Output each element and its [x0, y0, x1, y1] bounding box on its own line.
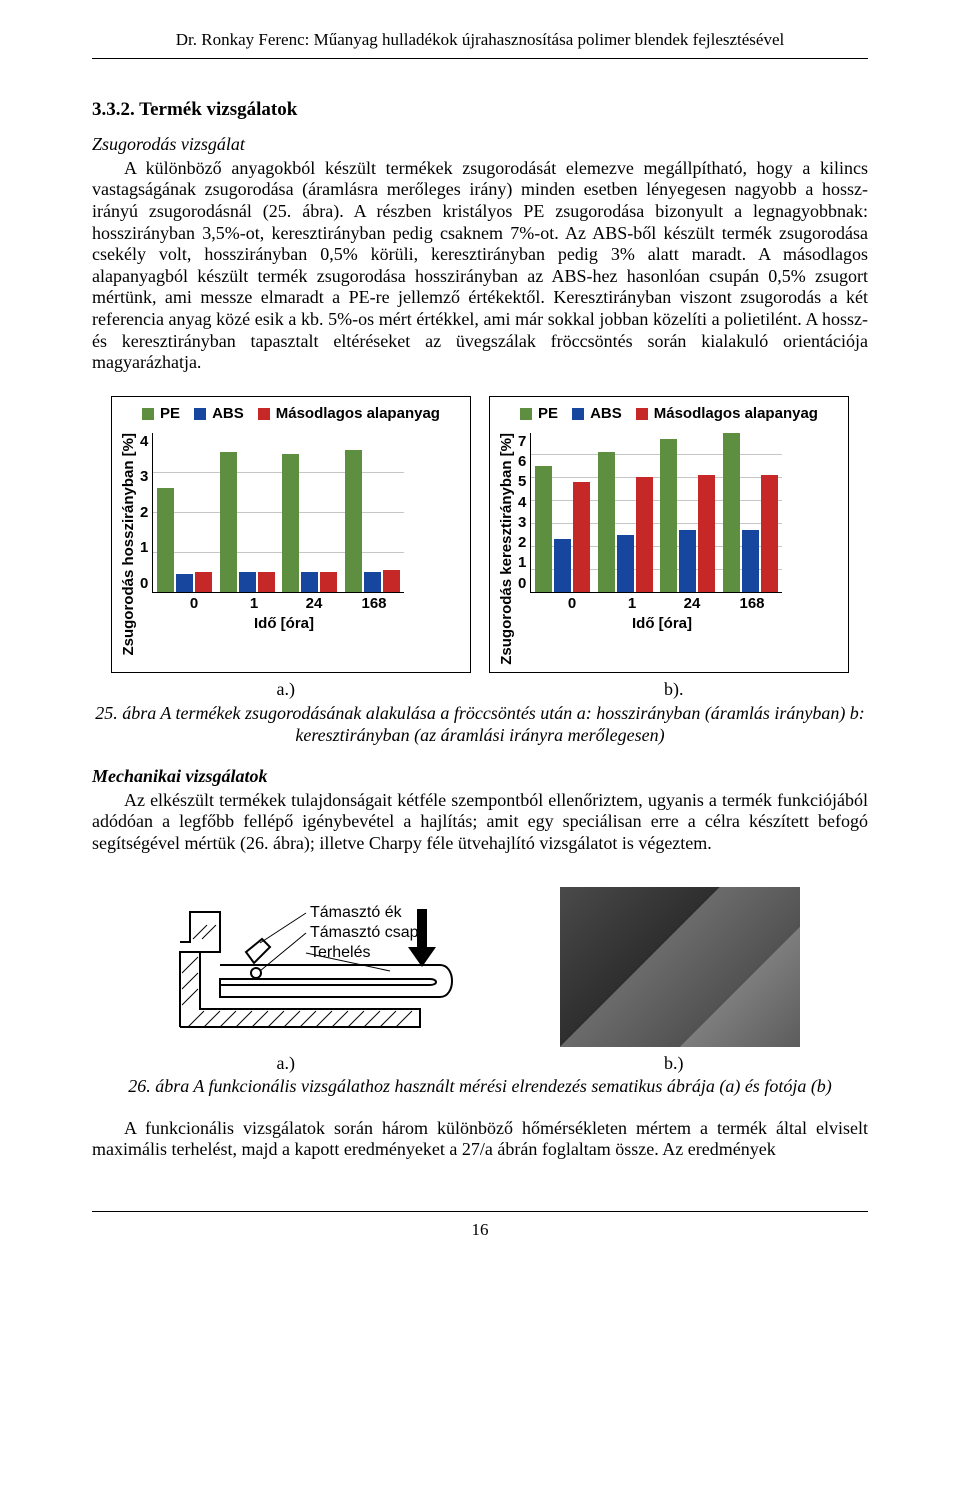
- legend-swatch-icon: [520, 408, 532, 420]
- bar-group: [658, 439, 718, 592]
- chart-a-yaxis: 43210: [140, 433, 152, 593]
- chart-b-ylabel: Zsugorodás keresztirányban [%]: [498, 433, 516, 665]
- bar: [301, 572, 318, 592]
- paragraph-mechanical: Az elkészült termékek tulajdonságait két…: [92, 790, 868, 855]
- legend-swatch-icon: [572, 408, 584, 420]
- bar: [364, 572, 381, 592]
- legend-item: PE: [520, 405, 558, 423]
- legend-label: ABS: [590, 405, 622, 423]
- chart-b-yaxis: 76543210: [518, 433, 530, 593]
- bar: [220, 452, 237, 592]
- chart-b-plot: [530, 433, 782, 593]
- fig26-caption: 26. ábra A funkcionális vizsgálathoz has…: [92, 1076, 868, 1098]
- bar: [239, 572, 256, 592]
- bar: [320, 572, 337, 592]
- chart-a-plot: [152, 433, 404, 593]
- fixture-schematic-icon: Támasztó ék Támasztó csap Terhelés: [160, 877, 520, 1047]
- chart-a-xaxis: 0124168: [164, 595, 404, 613]
- bar: [723, 433, 740, 592]
- chart-a-legend: PE ABS Másodlagos alapanyag: [120, 405, 462, 423]
- bar-group: [721, 433, 781, 592]
- fig25-label-a: a.): [277, 679, 295, 701]
- legend-label: Másodlagos alapanyag: [276, 405, 440, 423]
- subsection-mechanical-title: Mechanikai vizsgálatok: [92, 766, 868, 788]
- legend-swatch-icon: [142, 408, 154, 420]
- chart-row: PE ABS Másodlagos alapanyag Zsugorodás hos…: [92, 396, 868, 674]
- bar: [554, 539, 571, 592]
- legend-item: ABS: [194, 405, 244, 423]
- legend-label: Másodlagos alapanyag: [654, 405, 818, 423]
- legend-item: PE: [142, 405, 180, 423]
- bar: [535, 466, 552, 592]
- fig26-label-b: b.): [664, 1053, 684, 1075]
- paragraph-functional: A funkcionális vizsgálatok során három k…: [92, 1118, 868, 1161]
- header-rule: [92, 58, 868, 59]
- bar: [383, 570, 400, 592]
- bar-group: [280, 454, 340, 592]
- bar: [345, 450, 362, 592]
- bar: [742, 530, 759, 592]
- legend-swatch-icon: [636, 408, 648, 420]
- bar: [157, 488, 174, 592]
- bar: [176, 574, 193, 592]
- bar: [282, 454, 299, 592]
- svg-text:Támasztó ék: Támasztó ék: [310, 904, 403, 921]
- fig26-ab-labels: a.) b.): [92, 1053, 868, 1075]
- bar-group: [343, 450, 403, 592]
- bar-group: [155, 488, 215, 592]
- fixture-row: Támasztó ék Támasztó csap Terhelés: [92, 877, 868, 1047]
- page-number: 16: [92, 1220, 868, 1240]
- bar-group: [217, 452, 277, 592]
- fixture-photo: [560, 887, 800, 1047]
- section-number: 3.3.2. Termék vizsgálatok: [92, 99, 868, 122]
- chart-a-xlabel: Idő [óra]: [164, 615, 404, 633]
- fig25-caption: 25. ábra A termékek zsugorodásának alaku…: [92, 703, 868, 746]
- bar: [617, 535, 634, 592]
- bar: [761, 475, 778, 592]
- legend-item: Másodlagos alapanyag: [636, 405, 818, 423]
- bar: [660, 439, 677, 592]
- fig25-label-b: b).: [664, 679, 684, 701]
- svg-text:Terhelés: Terhelés: [310, 944, 370, 961]
- subsection-shrinkage-title: Zsugorodás vizsgálat: [92, 134, 868, 156]
- legend-label: PE: [160, 405, 180, 423]
- bar: [598, 452, 615, 591]
- bar: [679, 530, 696, 592]
- chart-a-ylabel: Zsugorodás hosszirányban [%]: [120, 433, 138, 656]
- legend-swatch-icon: [194, 408, 206, 420]
- chart-b: PE ABS Másodlagos alapanyag Zsugorodás ker…: [489, 396, 849, 674]
- bar: [258, 572, 275, 592]
- legend-swatch-icon: [258, 408, 270, 420]
- chart-b-xaxis: 0124168: [542, 595, 782, 613]
- legend-item: ABS: [572, 405, 622, 423]
- bar: [195, 572, 212, 592]
- bar-group: [533, 466, 593, 592]
- chart-b-xlabel: Idő [óra]: [542, 615, 782, 633]
- fig26-label-a: a.): [277, 1053, 295, 1075]
- legend-item: Másodlagos alapanyag: [258, 405, 440, 423]
- legend-label: ABS: [212, 405, 244, 423]
- paragraph-shrinkage: A különböző anyagokból készült termékek …: [92, 158, 868, 374]
- legend-label: PE: [538, 405, 558, 423]
- fig25-ab-labels: a.) b).: [92, 679, 868, 701]
- svg-text:Támasztó csap: Támasztó csap: [310, 924, 419, 941]
- chart-a: PE ABS Másodlagos alapanyag Zsugorodás hos…: [111, 396, 471, 674]
- bar: [573, 482, 590, 592]
- running-header: Dr. Ronkay Ferenc: Műanyag hulladékok új…: [92, 30, 868, 50]
- bar-group: [595, 452, 655, 591]
- footer-rule: [92, 1211, 868, 1212]
- bar: [636, 477, 653, 591]
- bar: [698, 475, 715, 592]
- chart-b-legend: PE ABS Másodlagos alapanyag: [498, 405, 840, 423]
